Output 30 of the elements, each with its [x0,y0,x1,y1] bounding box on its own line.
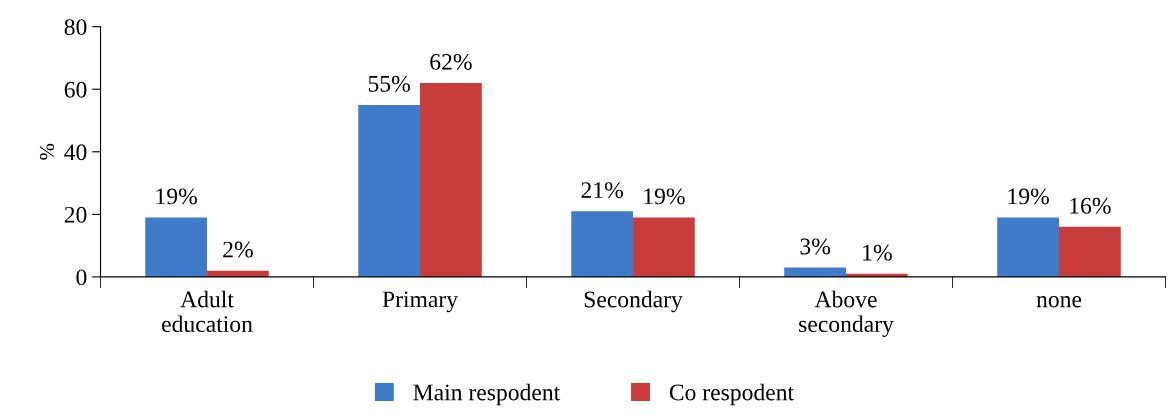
x-tick-label: Adult education [162,290,253,333]
y-tick-label: 40 [64,144,87,161]
data-label: 2% [223,241,253,258]
bar [358,104,421,277]
bar [571,211,634,277]
legend-label: Main respodent [413,383,561,406]
x-tick-label: Primary [382,291,458,313]
y-tick-label: 20 [64,206,87,223]
x-tick-label: none [1036,296,1082,308]
x-tick-label: Secondary [584,290,683,313]
bar [1059,226,1121,277]
data-label: 3% [800,238,831,255]
y-tick-label: 60 [64,81,87,98]
data-label: 21% [581,182,623,199]
y-tick-label: 80 [64,19,87,36]
legend-label: Co respodent [669,383,794,406]
bar [997,217,1059,277]
data-label: 16% [1070,197,1111,214]
x-tick-label: Above secondary [799,290,894,337]
data-label: 19% [644,188,685,205]
data-label: 62% [430,53,472,70]
bar [145,217,208,277]
bar [633,217,695,277]
data-label: 19% [1008,188,1049,205]
y-tick-label: 0 [76,269,87,286]
data-label: 19% [156,188,197,205]
data-label: 1% [863,244,892,261]
data-label: 55% [368,75,410,92]
bar [420,82,482,277]
y-axis-title: % [39,143,55,160]
